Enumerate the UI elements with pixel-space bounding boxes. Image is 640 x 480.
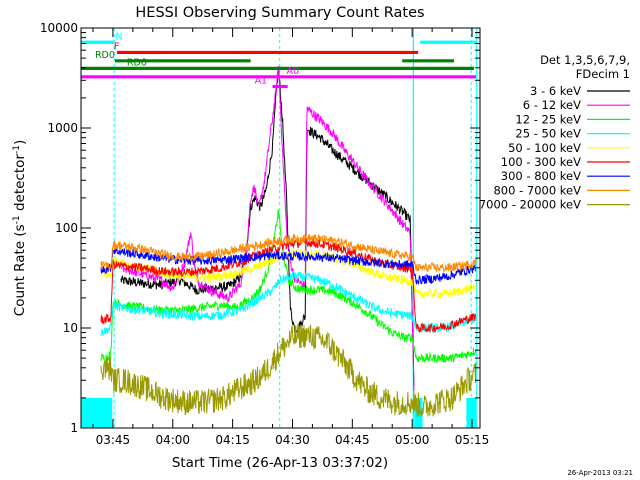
flag-label-rd0: RD0 — [95, 50, 115, 61]
flag-label-a0: A0 — [286, 66, 299, 77]
series-line-3-6-kev — [120, 69, 415, 387]
legend-label-50-100-kev: 50 - 100 keV — [508, 141, 581, 155]
x-tick-label: 03:45 — [96, 433, 131, 447]
x-tick-label: 04:15 — [215, 433, 250, 447]
y-tick-label: 1 — [70, 421, 78, 435]
legend-label-100-300-kev: 100 - 300 keV — [501, 155, 581, 169]
series-line-100-300-kev — [100, 237, 477, 334]
x-tick-label: 05:15 — [455, 433, 490, 447]
x-axis-label: Start Time (26-Apr-13 03:37:02) — [172, 455, 388, 471]
legend-label-6-12-kev: 6 - 12 keV — [523, 98, 581, 112]
series-line-25-50-kev — [100, 271, 477, 337]
corner-date-stamp: 26-Apr-2013 03:21 — [567, 469, 633, 477]
series-line-6-12-kev — [120, 66, 415, 392]
y-tick-label: 10 — [63, 321, 78, 335]
x-tick-label: 05:00 — [395, 433, 430, 447]
legend-label-12-25-kev: 12 - 25 keV — [515, 112, 581, 126]
legend-title-line2: FDecim 1 — [576, 67, 630, 81]
x-tick-label: 04:30 — [275, 433, 310, 447]
flag-label-a1: A1 — [255, 76, 268, 87]
series-line-7000-20000-kev — [100, 323, 477, 418]
y-axis-label: Count Rate (s-1 detector-1) — [12, 140, 28, 316]
flag-label-rd6: RD6 — [127, 57, 147, 68]
legend-label-300-800-kev: 300 - 800 keV — [501, 169, 581, 183]
legend-label-7000-20000-kev: 7000 - 20000 keV — [479, 198, 581, 212]
flag-label-n: N — [115, 31, 122, 42]
x-tick-label: 04:45 — [335, 433, 370, 447]
y-tick-label: 100 — [55, 221, 78, 235]
legend-label-800-7000-kev: 800 - 7000 keV — [493, 183, 581, 197]
nodata-fill-block — [81, 397, 113, 428]
y-tick-label: 1000 — [47, 121, 78, 135]
legend-label-3-6-kev: 3 - 6 keV — [530, 84, 581, 98]
series-line-800-7000-kev — [100, 234, 477, 274]
y-tick-label: 10000 — [40, 21, 78, 35]
flag-label-f: F — [114, 41, 119, 52]
legend-label-25-50-kev: 25 - 50 keV — [515, 127, 581, 141]
series-line-12-25-kev — [100, 209, 477, 364]
chart-title: HESSI Observing Summary Count Rates — [135, 5, 424, 21]
legend-title-line1: Det 1,3,5,6,7,9, — [540, 53, 630, 67]
x-tick-label: 04:00 — [155, 433, 190, 447]
